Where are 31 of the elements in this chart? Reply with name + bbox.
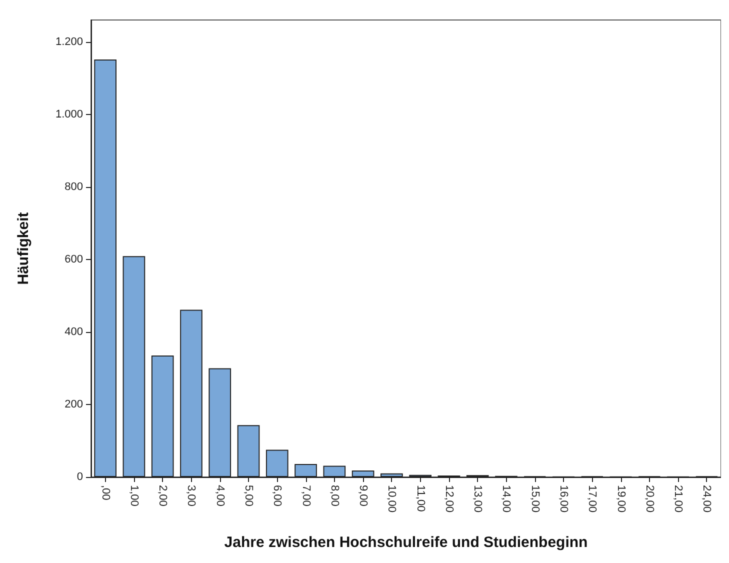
x-tick-label: ,00 bbox=[99, 485, 112, 500]
y-tick-label: 0 bbox=[76, 471, 83, 483]
x-tick-label: 7,00 bbox=[300, 485, 312, 506]
y-tick-label: 600 bbox=[64, 253, 83, 266]
x-tick-label: 12,00 bbox=[442, 485, 455, 513]
x-tick-label: 10,00 bbox=[386, 485, 398, 513]
x-tick-label: 14,00 bbox=[500, 485, 512, 513]
x-tick-label: 13,00 bbox=[472, 485, 484, 513]
y-tick-label: 400 bbox=[64, 326, 83, 338]
x-tick-label: 15,00 bbox=[528, 485, 541, 513]
y-tick-label: 1.200 bbox=[55, 36, 83, 48]
x-tick-label: 24,00 bbox=[700, 485, 713, 513]
x-tick-label: 5,00 bbox=[242, 485, 254, 506]
x-tick-label: 20,00 bbox=[643, 485, 656, 513]
x-tick-label: 17,00 bbox=[586, 485, 598, 513]
x-tick-label: 1,00 bbox=[128, 485, 140, 506]
x-tick-label: 9,00 bbox=[357, 485, 370, 506]
x-tick-label: 21,00 bbox=[672, 485, 684, 513]
x-axis-title: Jahre zwischen Hochschulreife und Studienbeginn bbox=[224, 534, 588, 551]
y-axis-title: Häufigkeit bbox=[15, 212, 32, 285]
x-tick-label: 3,00 bbox=[185, 485, 198, 506]
y-tick-label: 800 bbox=[64, 180, 83, 193]
x-tick-label: 11,00 bbox=[414, 485, 426, 512]
x-tick-label: 2,00 bbox=[156, 485, 169, 506]
x-tick-label: 16,00 bbox=[558, 485, 570, 513]
y-tick-label: 200 bbox=[64, 398, 83, 410]
x-tick-label: 6,00 bbox=[271, 485, 284, 506]
x-tick-label: 4,00 bbox=[214, 485, 226, 506]
x-tick-label: 8,00 bbox=[328, 485, 340, 506]
y-tick-label: 1.000 bbox=[55, 108, 83, 120]
x-tick-label: 19,00 bbox=[614, 485, 627, 513]
